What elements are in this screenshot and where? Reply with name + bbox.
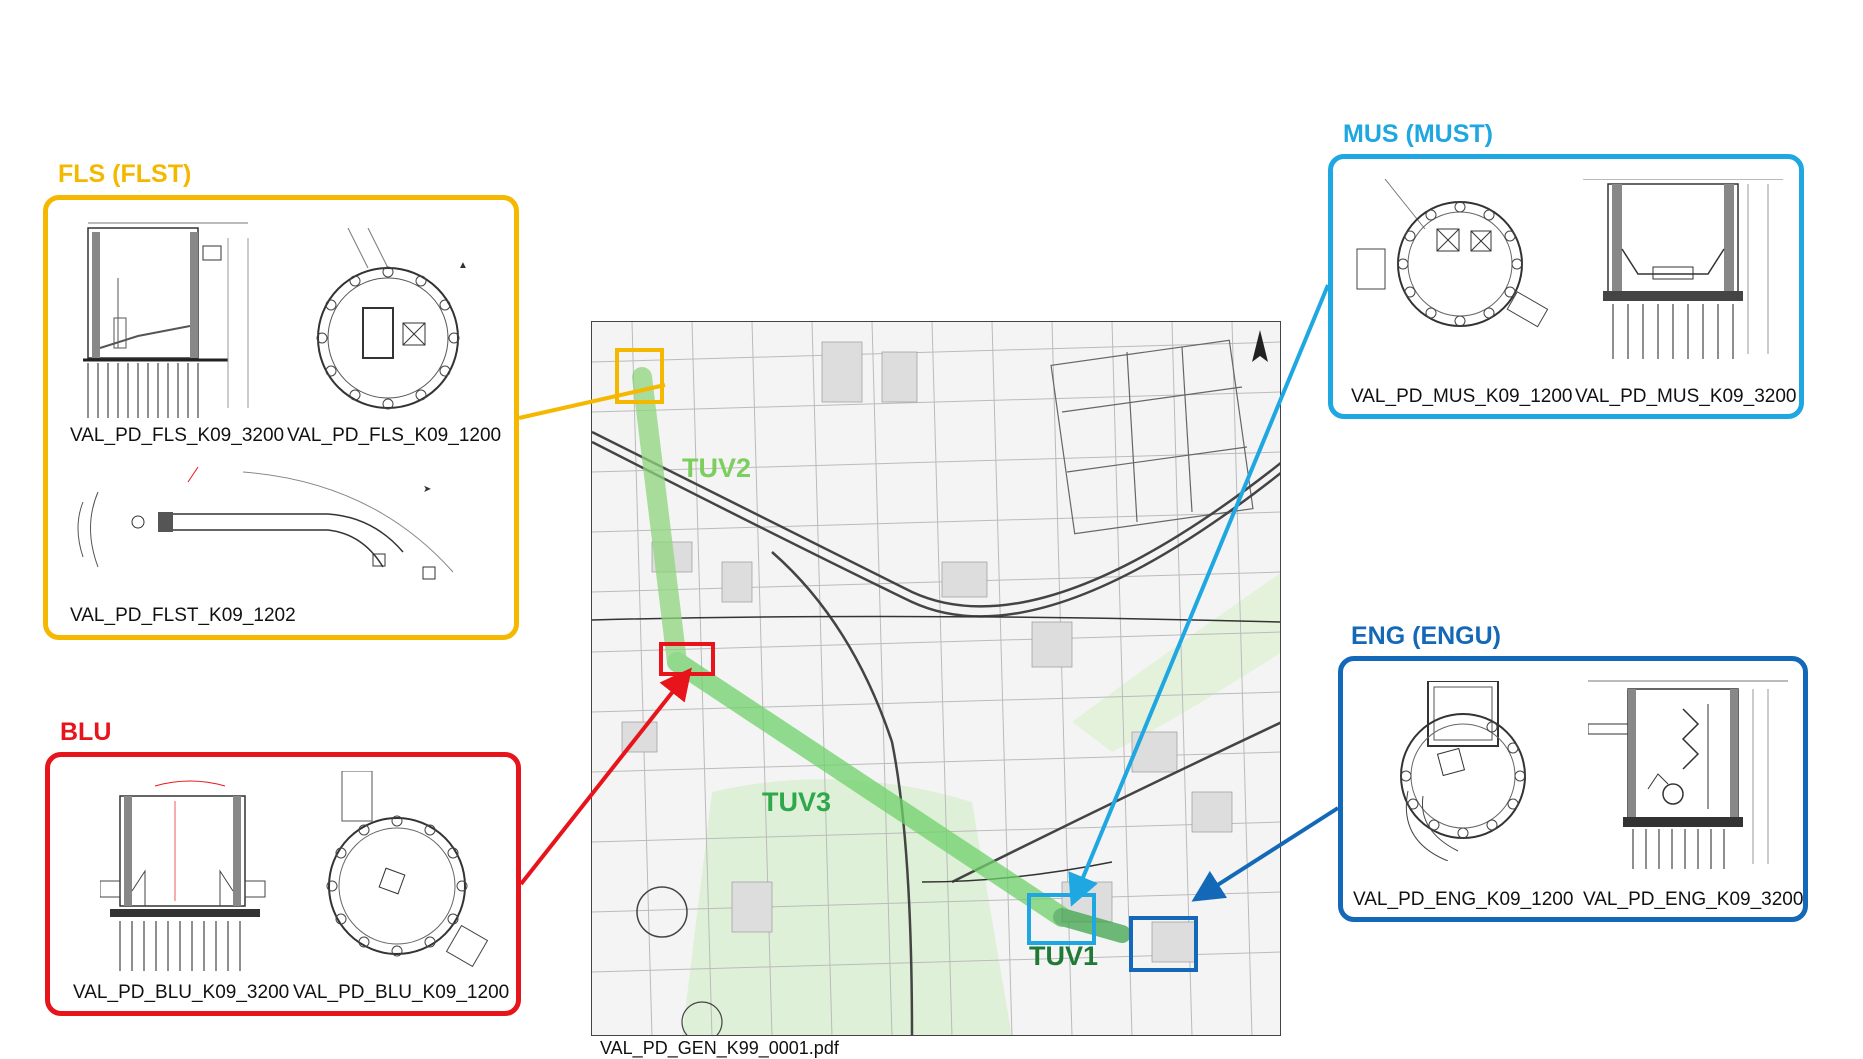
mus-caption-3200: VAL_PD_MUS_K09_3200	[1575, 386, 1797, 407]
mus-group-title: MUS (MUST)	[1343, 120, 1493, 148]
tunnel-label-tuv3: TUV3	[762, 787, 832, 817]
fls-panel: VAL_PD_FLS_K09_3200 ▲ VAL_PD_FLS_K09_120…	[43, 195, 519, 640]
fls-group-title: FLS (FLST)	[58, 160, 192, 188]
fls-caption-3200: VAL_PD_FLS_K09_3200	[70, 425, 285, 446]
map-caption: VAL_PD_GEN_K99_0001.pdf	[600, 1038, 839, 1058]
tunnel-label-tuv2: TUV2	[682, 453, 752, 483]
svg-text:➤: ➤	[423, 484, 431, 495]
blu-caption-1200: VAL_PD_BLU_K09_1200	[293, 982, 510, 1003]
mus-plan-drawing[interactable]	[1355, 179, 1555, 349]
fls-long-section-drawing[interactable]: ➤	[73, 462, 493, 592]
mus-section-drawing[interactable]	[1583, 179, 1783, 359]
eng-panel: VAL_PD_ENG_K09_1200 VAL_PD_ENG_K09_3200	[1338, 656, 1808, 922]
eng-section-drawing[interactable]	[1588, 679, 1788, 869]
eng-plan-drawing[interactable]	[1368, 681, 1558, 861]
svg-text:▲: ▲	[458, 260, 468, 271]
site-map-canvas	[592, 322, 1280, 1035]
eng-caption-1200: VAL_PD_ENG_K09_1200	[1353, 889, 1574, 910]
tunnel-label-tuv1: TUV1	[1029, 941, 1099, 971]
blu-group-title: BLU	[60, 718, 112, 746]
eng-caption-3200: VAL_PD_ENG_K09_3200	[1583, 889, 1804, 910]
blu-section-drawing[interactable]	[100, 771, 275, 971]
blu-panel: VAL_PD_BLU_K09_3200 VAL_PD_BLU_K09_1200	[45, 752, 521, 1016]
blu-plan-drawing[interactable]	[312, 771, 502, 976]
mus-caption-1200: VAL_PD_MUS_K09_1200	[1351, 386, 1573, 407]
mus-panel: VAL_PD_MUS_K09_1200 VAL_PD_MUS_K09_3200	[1328, 154, 1804, 419]
blu-caption-3200: VAL_PD_BLU_K09_3200	[73, 982, 290, 1003]
eng-group-title: ENG (ENGU)	[1351, 622, 1501, 650]
fls-plan-drawing[interactable]: ▲	[308, 228, 488, 418]
fls-section-drawing[interactable]	[78, 218, 263, 418]
site-map[interactable]: TUV2 TUV3 TUV1	[591, 321, 1281, 1036]
fls-caption-1200: VAL_PD_FLS_K09_1200	[287, 425, 502, 446]
fls-caption-1202: VAL_PD_FLST_K09_1202	[70, 605, 296, 626]
